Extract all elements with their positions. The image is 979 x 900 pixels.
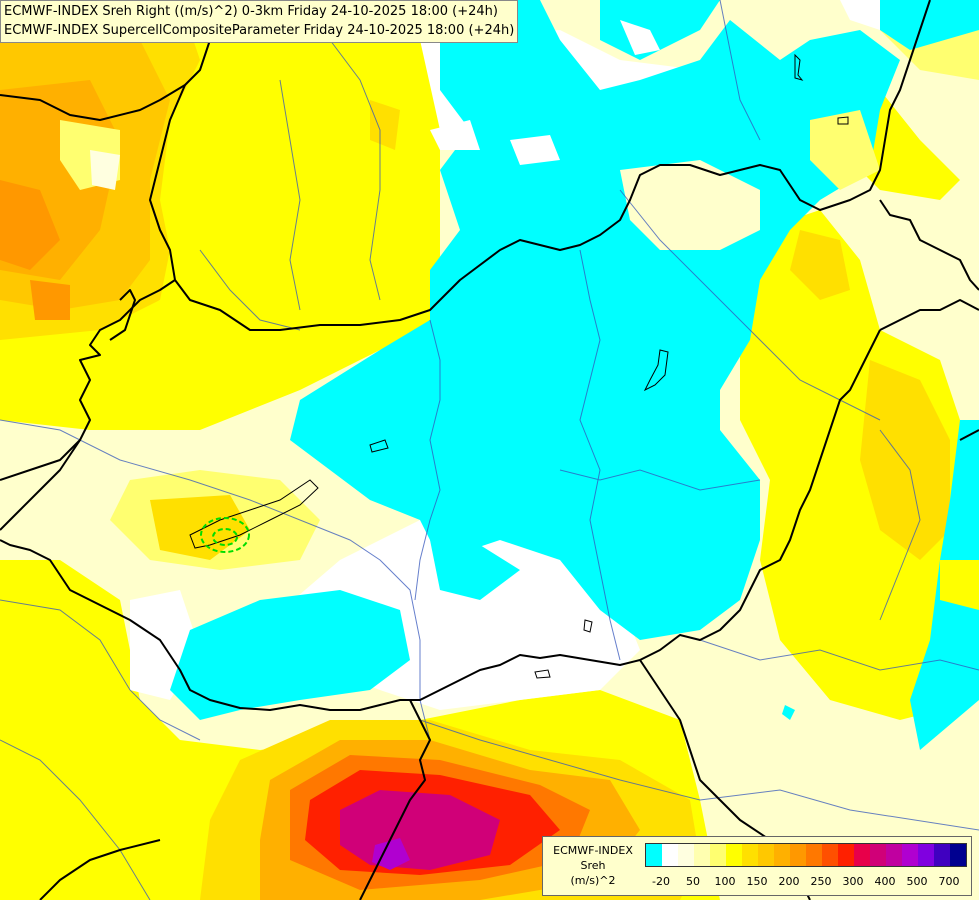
legend-tick-label: 200 <box>778 875 800 888</box>
legend-tick-label: -20 <box>652 875 670 888</box>
legend-tick-label: 250 <box>810 875 832 888</box>
legend-swatch <box>726 844 742 866</box>
legend-title: ECMWF-INDEX Sreh (m/s)^2 <box>545 843 641 888</box>
legend-swatch <box>662 844 678 866</box>
legend-tick-label: 400 <box>874 875 896 888</box>
legend-tick-label: 500 <box>906 875 928 888</box>
legend-swatch <box>934 844 950 866</box>
map-title-box: ECMWF-INDEX Sreh Right ((m/s)^2) 0-3km F… <box>0 0 519 43</box>
legend-swatch <box>838 844 854 866</box>
legend-swatch <box>870 844 886 866</box>
sreh-orange-fields <box>0 0 950 560</box>
sreh-pale-overlay <box>620 110 880 250</box>
legend-swatch <box>694 844 710 866</box>
legend-swatch <box>854 844 870 866</box>
legend-swatch <box>646 844 662 866</box>
color-legend: ECMWF-INDEX Sreh (m/s)^2 -20 50 100 150 200 2… <box>542 836 972 896</box>
legend-tick-label: 700 <box>938 875 960 888</box>
legend-swatch <box>806 844 822 866</box>
legend-title-line-3: (m/s)^2 <box>570 874 616 887</box>
supercell-contour <box>200 517 250 553</box>
legend-swatch <box>950 844 966 866</box>
legend-title-line-2: Sreh <box>580 859 606 872</box>
legend-tick-label: 50 <box>686 875 700 888</box>
legend-tick-label: 100 <box>714 875 736 888</box>
legend-swatch <box>790 844 806 866</box>
legend-swatch <box>758 844 774 866</box>
legend-swatch <box>678 844 694 866</box>
legend-swatch <box>822 844 838 866</box>
legend-tick-label: 150 <box>746 875 768 888</box>
legend-swatch <box>710 844 726 866</box>
legend-swatch <box>742 844 758 866</box>
legend-tick-label: 300 <box>842 875 864 888</box>
legend-color-bar <box>645 843 967 867</box>
map-title-line-2: ECMWF-INDEX SupercellCompositeParameter … <box>4 23 515 38</box>
legend-swatch <box>774 844 790 866</box>
legend-title-line-1: ECMWF-INDEX <box>553 844 633 857</box>
legend-swatch <box>902 844 918 866</box>
legend-swatch <box>886 844 902 866</box>
map-title-line-1: ECMWF-INDEX Sreh Right ((m/s)^2) 0-3km F… <box>4 4 498 19</box>
legend-swatch <box>918 844 934 866</box>
